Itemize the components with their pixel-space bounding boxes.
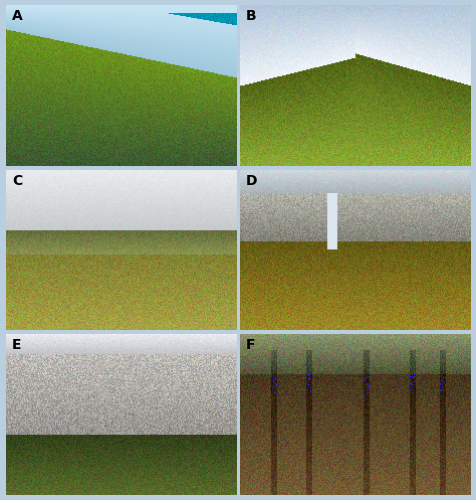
Text: F: F xyxy=(246,338,255,352)
Text: B: B xyxy=(246,9,256,23)
Text: A: A xyxy=(12,9,23,23)
Text: C: C xyxy=(12,174,22,188)
Text: E: E xyxy=(12,338,21,352)
Text: D: D xyxy=(246,174,257,188)
